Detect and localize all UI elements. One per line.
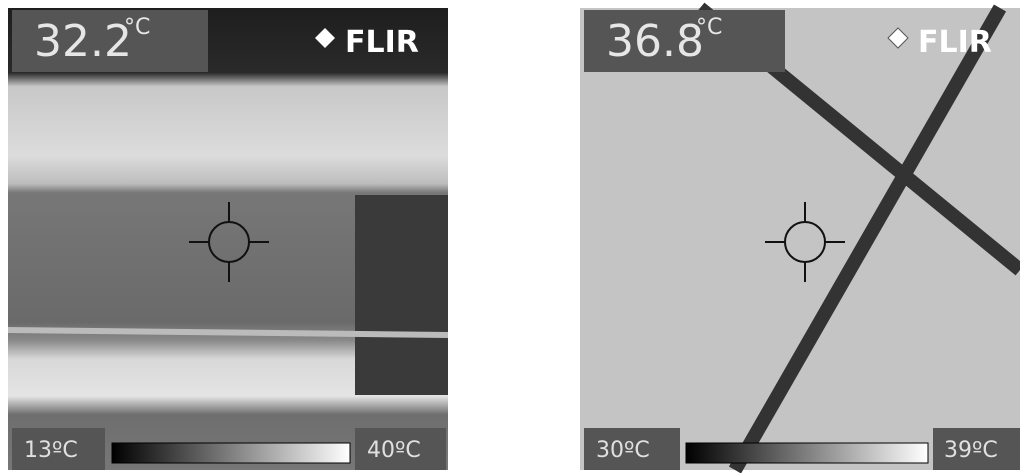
- scale-max: 39ºC: [944, 438, 998, 463]
- spot-unit: °C: [124, 15, 150, 40]
- thermal-image-2: 36.8 °C FLIR 30ºC 39ºC: [580, 2, 1020, 473]
- spot-temp: 36.8: [606, 16, 704, 67]
- scale-max: 40ºC: [367, 438, 421, 463]
- logo: FLIR: [918, 25, 992, 60]
- scale-min: 13ºC: [24, 438, 78, 463]
- logo: FLIR: [345, 25, 419, 60]
- thermal-image-1: 32.2 °C FLIR 13ºC 40ºC: [7, 8, 449, 470]
- spot-unit: °C: [696, 15, 722, 40]
- scale-min: 30ºC: [596, 438, 650, 463]
- spot-temp: 32.2: [34, 16, 132, 67]
